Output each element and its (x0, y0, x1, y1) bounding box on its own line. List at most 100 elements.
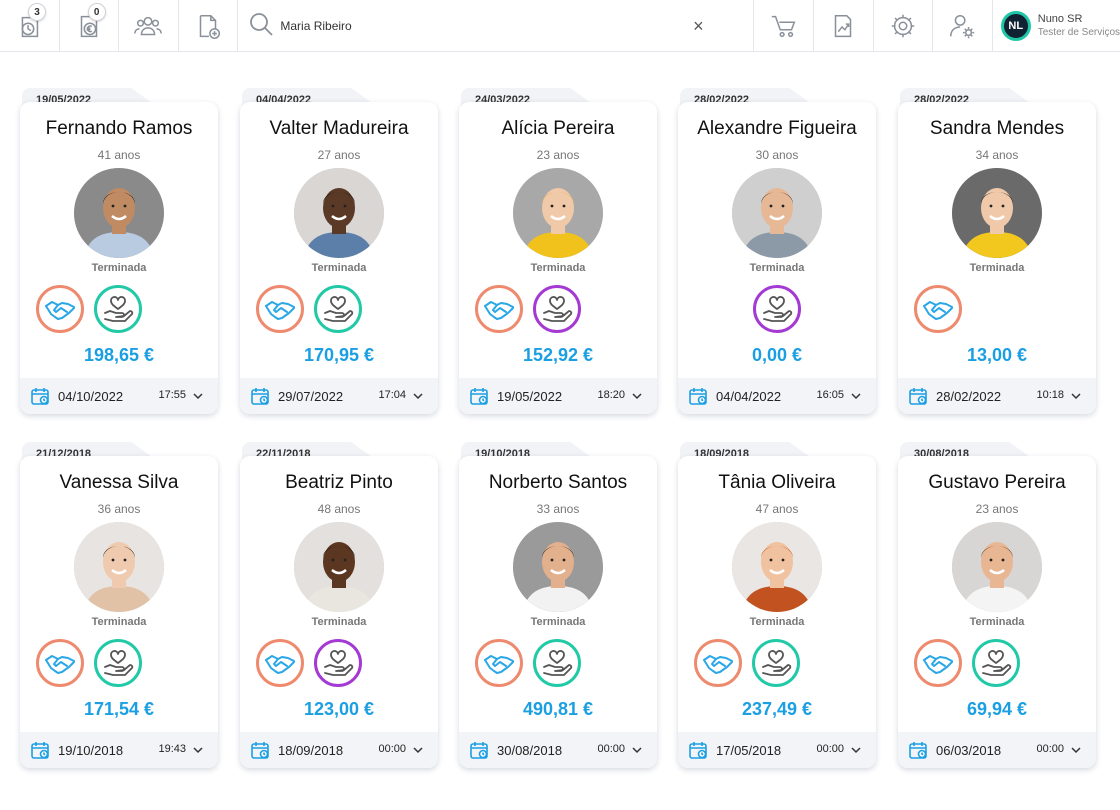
service-card[interactable]: 24/03/2022 Alícia Pereira 23 anos Terminada… (459, 88, 657, 414)
user-settings-button[interactable] (933, 0, 993, 52)
footer-time: 16:05 (816, 389, 844, 401)
care-heart-icon[interactable] (752, 639, 800, 687)
handshake-icon[interactable] (694, 639, 742, 687)
card-footer[interactable]: 30/08/2018 00:00 (459, 732, 657, 768)
handshake-icon[interactable] (475, 639, 523, 687)
card-footer[interactable]: 19/05/2022 18:20 (459, 378, 657, 414)
chevron-down-icon[interactable] (192, 389, 204, 401)
client-age: 33 anos (536, 502, 580, 516)
client-name: Norberto Santos (488, 472, 628, 493)
card-footer[interactable]: 17/05/2018 00:00 (678, 732, 876, 768)
care-heart-icon[interactable] (314, 639, 362, 687)
service-icons (753, 285, 801, 335)
status-label: Terminada (530, 262, 586, 274)
chevron-down-icon[interactable] (412, 389, 424, 401)
card-body: Valter Madureira 27 anos Terminada 170,95 €… (240, 102, 438, 414)
search-input[interactable] (280, 14, 701, 38)
chevron-down-icon[interactable] (1070, 389, 1082, 401)
client-name: Alexandre Figueira (697, 118, 857, 139)
card-footer[interactable]: 29/07/2022 17:04 (240, 378, 438, 414)
client-photo (513, 168, 603, 258)
card-footer[interactable]: 04/04/2022 16:05 (678, 378, 876, 414)
footer-date: 19/10/2018 (58, 743, 124, 758)
settings-button[interactable] (874, 0, 934, 52)
users-button[interactable] (119, 0, 179, 52)
card-footer[interactable]: 04/10/2022 17:55 (20, 378, 218, 414)
client-age: 23 anos (975, 502, 1019, 516)
card-footer[interactable]: 06/03/2018 00:00 (898, 732, 1096, 768)
status-label: Terminada (530, 616, 586, 628)
handshake-icon[interactable] (475, 285, 523, 333)
timer-button[interactable]: 3 (0, 0, 60, 52)
client-age: 34 anos (975, 148, 1019, 162)
price: 170,95 € (303, 345, 375, 365)
price: 13,00 € (966, 345, 1028, 365)
client-photo (952, 522, 1042, 612)
handshake-icon[interactable] (36, 285, 84, 333)
client-age: 41 anos (97, 148, 141, 162)
handshake-icon[interactable] (256, 639, 304, 687)
client-age: 27 anos (317, 148, 361, 162)
care-heart-icon[interactable] (972, 639, 1020, 687)
service-icons (694, 639, 800, 689)
service-card[interactable]: 18/09/2018 Tânia Oliveira 47 anos Terminada… (678, 442, 876, 768)
timer-badge: 3 (28, 3, 46, 21)
handshake-icon[interactable] (256, 285, 304, 333)
service-card[interactable]: 19/10/2018 Norberto Santos 33 anos Terminad… (459, 442, 657, 768)
footer-date: 06/03/2018 (936, 743, 1002, 758)
chevron-down-icon[interactable] (850, 389, 862, 401)
card-body: Beatriz Pinto 48 anos Terminada 123,00 € 18/… (240, 456, 438, 768)
service-card[interactable]: 04/04/2022 Valter Madureira 27 anos Termina… (240, 88, 438, 414)
footer-time: 00:00 (1036, 743, 1064, 755)
chevron-down-icon[interactable] (192, 743, 204, 755)
handshake-icon[interactable] (914, 285, 962, 333)
euro-documents-button[interactable]: 0 (60, 0, 120, 52)
card-footer[interactable]: 19/10/2018 19:43 (20, 732, 218, 768)
care-heart-icon[interactable] (94, 285, 142, 333)
care-heart-icon[interactable] (533, 285, 581, 333)
care-heart-icon[interactable] (753, 285, 801, 333)
status-label: Terminada (969, 262, 1025, 274)
card-body: Alexandre Figueira 30 anos Terminada 0,00 €… (678, 102, 876, 414)
status-label: Terminada (969, 616, 1025, 628)
clear-search-button[interactable]: × (693, 15, 704, 36)
service-card[interactable]: 22/11/2018 Beatriz Pinto 48 anos Terminada 1… (240, 442, 438, 768)
client-photo (294, 522, 384, 612)
handshake-icon[interactable] (36, 639, 84, 687)
chevron-down-icon[interactable] (850, 743, 862, 755)
client-photo (513, 522, 603, 612)
client-name: Valter Madureira (269, 118, 409, 139)
chevron-down-icon[interactable] (412, 743, 424, 755)
calendar-clock-icon (688, 386, 708, 406)
price: 152,92 € (522, 345, 594, 365)
service-icons (475, 285, 581, 335)
care-heart-icon[interactable] (94, 639, 142, 687)
calendar-clock-icon (908, 740, 928, 760)
service-card[interactable]: 21/12/2018 Vanessa Silva 36 anos Terminada 1… (20, 442, 218, 768)
card-footer[interactable]: 28/02/2022 10:18 (898, 378, 1096, 414)
service-card[interactable]: 28/02/2022 Alexandre Figueira 30 anos Termi… (678, 88, 876, 414)
chevron-down-icon[interactable] (631, 389, 643, 401)
card-footer[interactable]: 18/09/2018 00:00 (240, 732, 438, 768)
client-name: Sandra Mendes (929, 118, 1065, 139)
client-photo (294, 168, 384, 258)
user-profile[interactable]: NL Nuno SR Tester de Serviços (993, 0, 1120, 52)
status-label: Terminada (311, 616, 367, 628)
user-name: Nuno SR (1037, 13, 1083, 25)
care-heart-icon[interactable] (314, 285, 362, 333)
client-photo (952, 168, 1042, 258)
footer-time: 00:00 (816, 743, 844, 755)
cart-button[interactable] (754, 0, 814, 52)
service-card[interactable]: 28/02/2022 Sandra Mendes 34 anos Terminada 1… (898, 88, 1096, 414)
chart-icon (835, 14, 852, 38)
add-document-button[interactable] (179, 0, 239, 52)
chart-button[interactable] (814, 0, 874, 52)
chevron-down-icon[interactable] (1070, 743, 1082, 755)
care-heart-icon[interactable] (533, 639, 581, 687)
footer-time: 19:43 (158, 743, 186, 755)
client-name: Alícia Pereira (501, 118, 615, 139)
service-card[interactable]: 30/08/2018 Gustavo Pereira 23 anos Terminad… (898, 442, 1096, 768)
chevron-down-icon[interactable] (631, 743, 643, 755)
service-card[interactable]: 19/05/2022 Fernando Ramos 41 anos Terminada… (20, 88, 218, 414)
handshake-icon[interactable] (914, 639, 962, 687)
